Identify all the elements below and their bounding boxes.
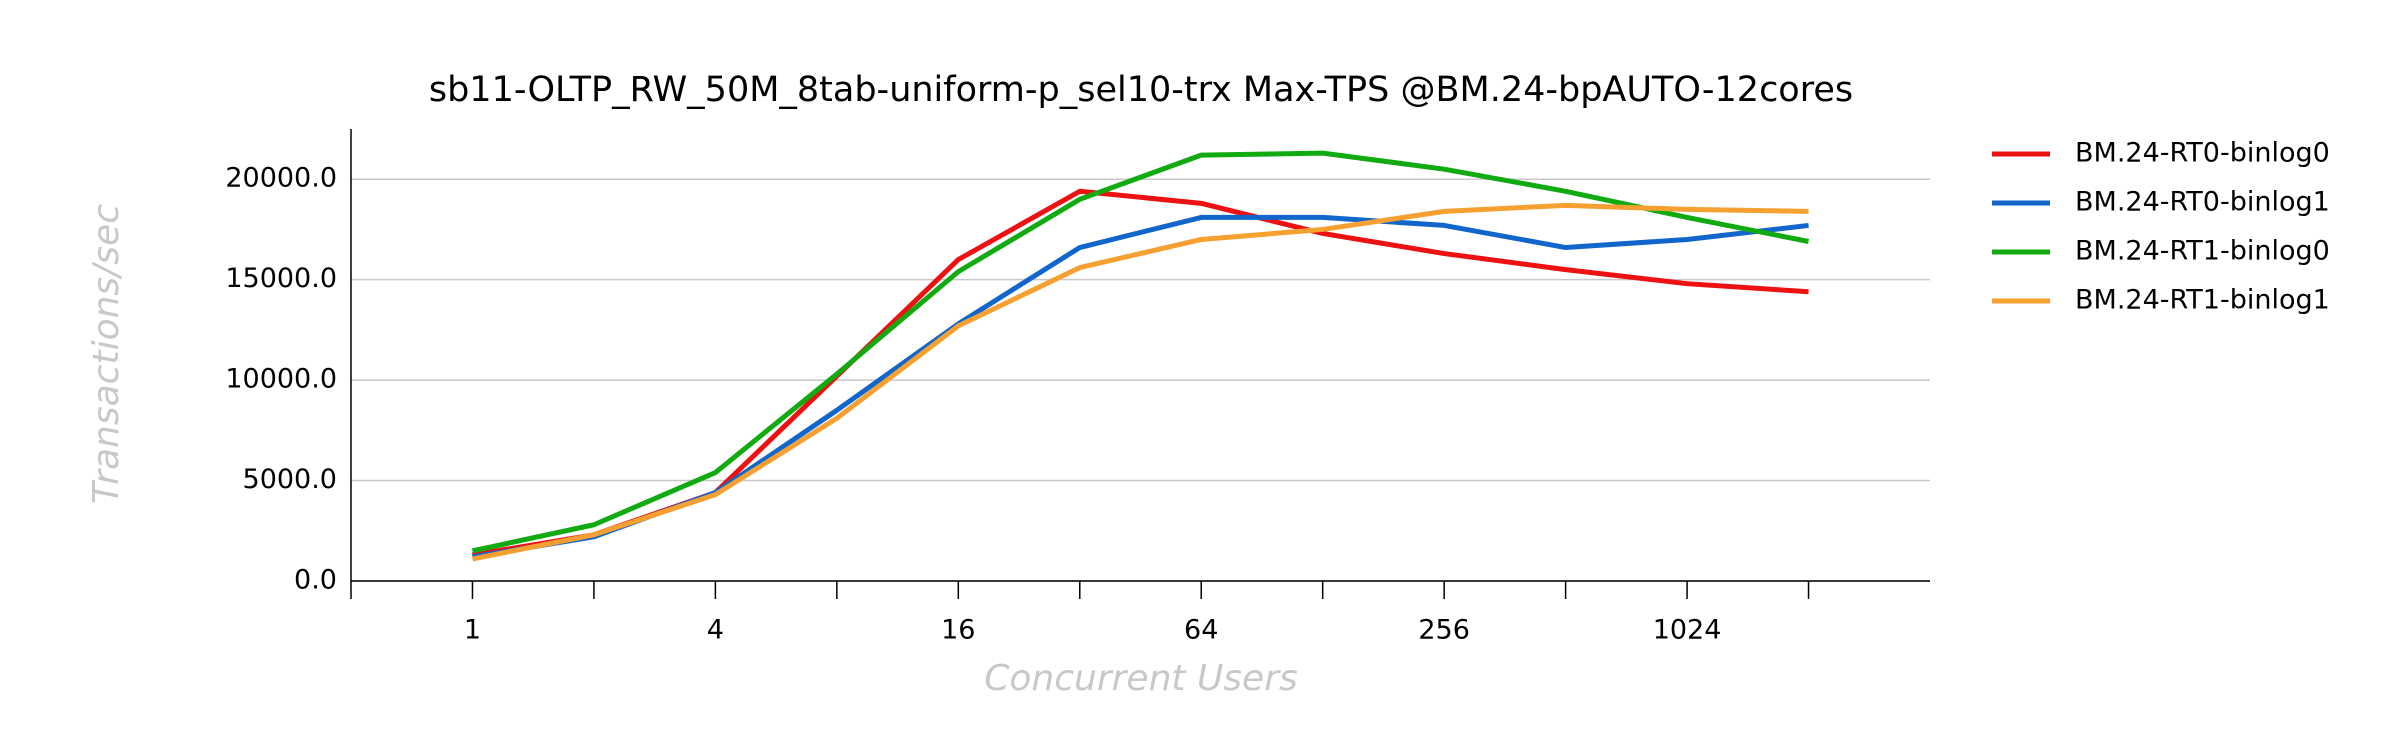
legend-label: BM.24-RT0-binlog1 xyxy=(2075,187,2330,218)
y-tick-label: 10000.0 xyxy=(225,364,337,395)
series-line xyxy=(471,150,1810,554)
legend-label: BM.24-RT0-binlog0 xyxy=(2075,138,2330,169)
legend-label: BM.24-RT1-binlog1 xyxy=(2075,285,2330,316)
y-tick-label: 5000.0 xyxy=(243,464,337,495)
x-tick-label: 16 xyxy=(941,615,975,646)
y-tick-label: 15000.0 xyxy=(225,263,337,294)
x-axis-label: Concurrent Users xyxy=(984,658,1298,699)
legend-label: BM.24-RT1-binlog0 xyxy=(2075,236,2330,267)
x-tick-label: 64 xyxy=(1184,615,1218,646)
y-axis-label: Transactions/sec xyxy=(86,204,127,504)
chart-title: sb11-OLTP_RW_50M_8tab-uniform-p_sel10-tr… xyxy=(429,70,1853,110)
x-tick-label: 1 xyxy=(464,615,481,646)
series-line xyxy=(472,214,1809,560)
y-tick-label: 0.0 xyxy=(294,565,337,596)
y-tick-label: 20000.0 xyxy=(225,163,337,194)
series-line xyxy=(471,202,1809,562)
x-tick-label: 4 xyxy=(707,615,724,646)
x-tick-label: 1024 xyxy=(1653,615,1722,646)
x-tick-label: 256 xyxy=(1418,615,1470,646)
